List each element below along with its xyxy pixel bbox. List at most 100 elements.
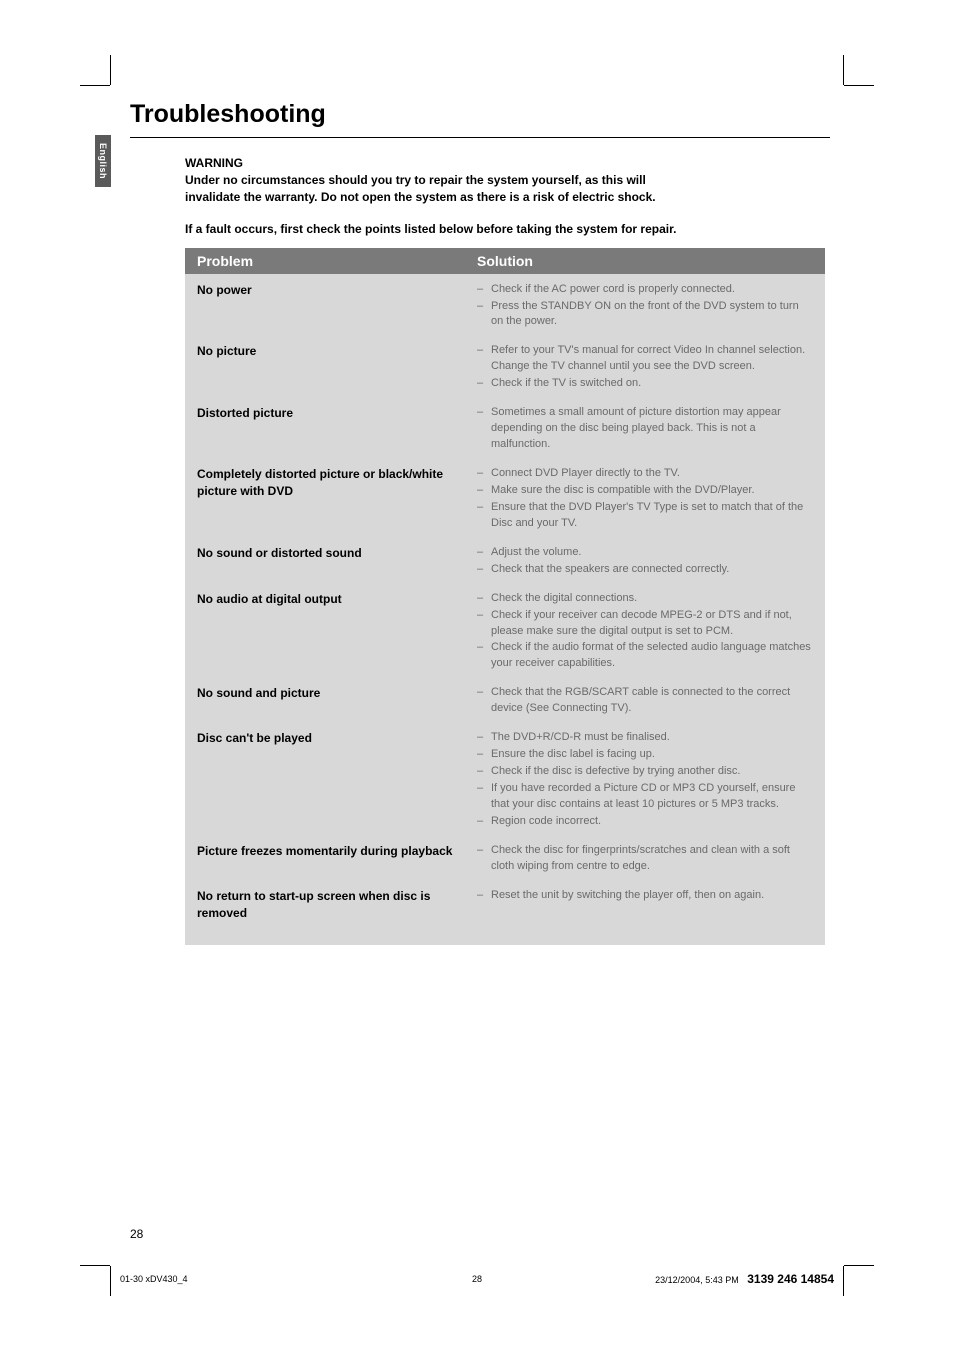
solution-item: –If you have recorded a Picture CD or MP… xyxy=(477,781,813,813)
table-header: Problem Solution xyxy=(185,248,825,274)
dash-icon: – xyxy=(477,640,491,672)
table-row: Distorted picture–Sometimes a small amou… xyxy=(185,397,825,458)
solution-text: Ensure that the DVD Player's TV Type is … xyxy=(491,500,813,532)
problem-cell: Picture freezes momentarily during playb… xyxy=(197,843,477,876)
solution-text: Check if your receiver can decode MPEG-2… xyxy=(491,608,813,640)
footer-code: 3139 246 14854 xyxy=(747,1272,834,1286)
solution-item: –Check if the AC power cord is properly … xyxy=(477,282,813,298)
solution-text: Check that the RGB/SCART cable is connec… xyxy=(491,685,813,717)
page-number: 28 xyxy=(130,1227,143,1241)
header-problem: Problem xyxy=(185,248,465,274)
troubleshooting-table: Problem Solution No power–Check if the A… xyxy=(185,248,825,946)
solution-item: –Check if your receiver can decode MPEG-… xyxy=(477,608,813,640)
warning-line1: Under no circumstances should you try to… xyxy=(185,172,830,189)
solution-text: Check if the TV is switched on. xyxy=(491,376,813,392)
solution-item: –Adjust the volume. xyxy=(477,545,813,561)
table-row: Disc can't be played–The DVD+R/CD-R must… xyxy=(185,722,825,835)
dash-icon: – xyxy=(477,781,491,813)
dash-icon: – xyxy=(477,730,491,746)
dash-icon: – xyxy=(477,483,491,499)
solution-text: Sometimes a small amount of picture dist… xyxy=(491,405,813,453)
solution-item: –Ensure the disc label is facing up. xyxy=(477,747,813,763)
footer-right: 23/12/2004, 5:43 PM 3139 246 14854 xyxy=(596,1272,834,1286)
solution-item: –Check the disc for fingerprints/scratch… xyxy=(477,843,813,875)
problem-cell: No sound and picture xyxy=(197,685,477,718)
solution-item: –Check the digital connections. xyxy=(477,591,813,607)
dash-icon: – xyxy=(477,343,491,375)
solution-cell: –Adjust the volume.–Check that the speak… xyxy=(477,545,813,579)
solution-cell: –Check the digital connections.–Check if… xyxy=(477,591,813,674)
warning-line2: invalidate the warranty. Do not open the… xyxy=(185,189,830,206)
solution-item: –Check if the audio format of the select… xyxy=(477,640,813,672)
dash-icon: – xyxy=(477,299,491,331)
dash-icon: – xyxy=(477,466,491,482)
solution-text: Check if the audio format of the selecte… xyxy=(491,640,813,672)
footer-timestamp: 23/12/2004, 5:43 PM xyxy=(655,1275,739,1285)
solution-cell: –Sometimes a small amount of picture dis… xyxy=(477,405,813,454)
table-row: No power–Check if the AC power cord is p… xyxy=(185,274,825,336)
table-row: No picture–Refer to your TV's manual for… xyxy=(185,335,825,397)
solution-item: –Make sure the disc is compatible with t… xyxy=(477,483,813,499)
page-title: Troubleshooting xyxy=(130,100,830,138)
dash-icon: – xyxy=(477,814,491,830)
solution-item: –Check if the TV is switched on. xyxy=(477,376,813,392)
solution-text: Check the disc for fingerprints/scratche… xyxy=(491,843,813,875)
solution-text: If you have recorded a Picture CD or MP3… xyxy=(491,781,813,813)
solution-item: –Connect DVD Player directly to the TV. xyxy=(477,466,813,482)
dash-icon: – xyxy=(477,376,491,392)
solution-item: –Check if the disc is defective by tryin… xyxy=(477,764,813,780)
warning-heading: WARNING xyxy=(185,156,830,170)
solution-cell: –The DVD+R/CD-R must be finalised.–Ensur… xyxy=(477,730,813,831)
solution-item: –Ensure that the DVD Player's TV Type is… xyxy=(477,500,813,532)
footer-filename: 01-30 xDV430_4 xyxy=(120,1274,358,1284)
dash-icon: – xyxy=(477,888,491,904)
dash-icon: – xyxy=(477,545,491,561)
table-row: No sound or distorted sound–Adjust the v… xyxy=(185,537,825,583)
table-row: No return to start-up screen when disc i… xyxy=(185,880,825,926)
solution-item: –Check that the speakers are connected c… xyxy=(477,562,813,578)
warning-block: WARNING Under no circumstances should yo… xyxy=(185,156,830,206)
table-row: No sound and picture–Check that the RGB/… xyxy=(185,677,825,722)
solution-cell: –Check the disc for fingerprints/scratch… xyxy=(477,843,813,876)
solution-text: Connect DVD Player directly to the TV. xyxy=(491,466,813,482)
dash-icon: – xyxy=(477,282,491,298)
table-row: Completely distorted picture or black/wh… xyxy=(185,458,825,537)
problem-cell: Distorted picture xyxy=(197,405,477,454)
solution-cell: –Connect DVD Player directly to the TV.–… xyxy=(477,466,813,533)
problem-cell: Disc can't be played xyxy=(197,730,477,831)
solution-text: Check if the disc is defective by trying… xyxy=(491,764,813,780)
dash-icon: – xyxy=(477,591,491,607)
solution-text: Adjust the volume. xyxy=(491,545,813,561)
table-row: No audio at digital output–Check the dig… xyxy=(185,583,825,678)
solution-item: –Press the STANDBY ON on the front of th… xyxy=(477,299,813,331)
solution-text: Check if the AC power cord is properly c… xyxy=(491,282,813,298)
solution-text: Reset the unit by switching the player o… xyxy=(491,888,813,904)
solution-text: Refer to your TV's manual for correct Vi… xyxy=(491,343,813,375)
solution-item: –The DVD+R/CD-R must be finalised. xyxy=(477,730,813,746)
solution-text: Check that the speakers are connected co… xyxy=(491,562,813,578)
problem-cell: No audio at digital output xyxy=(197,591,477,674)
language-tab: English xyxy=(95,135,111,187)
footer-page: 28 xyxy=(358,1274,596,1284)
dash-icon: – xyxy=(477,405,491,453)
problem-cell: No picture xyxy=(197,343,477,393)
solution-text: Make sure the disc is compatible with th… xyxy=(491,483,813,499)
fault-instruction: If a fault occurs, first check the point… xyxy=(185,222,830,236)
solution-cell: –Refer to your TV's manual for correct V… xyxy=(477,343,813,393)
solution-item: –Sometimes a small amount of picture dis… xyxy=(477,405,813,453)
solution-cell: –Check if the AC power cord is properly … xyxy=(477,282,813,332)
solution-item: –Refer to your TV's manual for correct V… xyxy=(477,343,813,375)
problem-cell: Completely distorted picture or black/wh… xyxy=(197,466,477,533)
dash-icon: – xyxy=(477,843,491,875)
solution-item: –Reset the unit by switching the player … xyxy=(477,888,813,904)
solution-item: –Region code incorrect. xyxy=(477,814,813,830)
table-body: No power–Check if the AC power cord is p… xyxy=(185,274,825,946)
solution-cell: –Check that the RGB/SCART cable is conne… xyxy=(477,685,813,718)
dash-icon: – xyxy=(477,764,491,780)
solution-item: –Check that the RGB/SCART cable is conne… xyxy=(477,685,813,717)
solution-text: Region code incorrect. xyxy=(491,814,813,830)
dash-icon: – xyxy=(477,562,491,578)
dash-icon: – xyxy=(477,500,491,532)
page-content: English Troubleshooting WARNING Under no… xyxy=(130,100,830,945)
dash-icon: – xyxy=(477,608,491,640)
